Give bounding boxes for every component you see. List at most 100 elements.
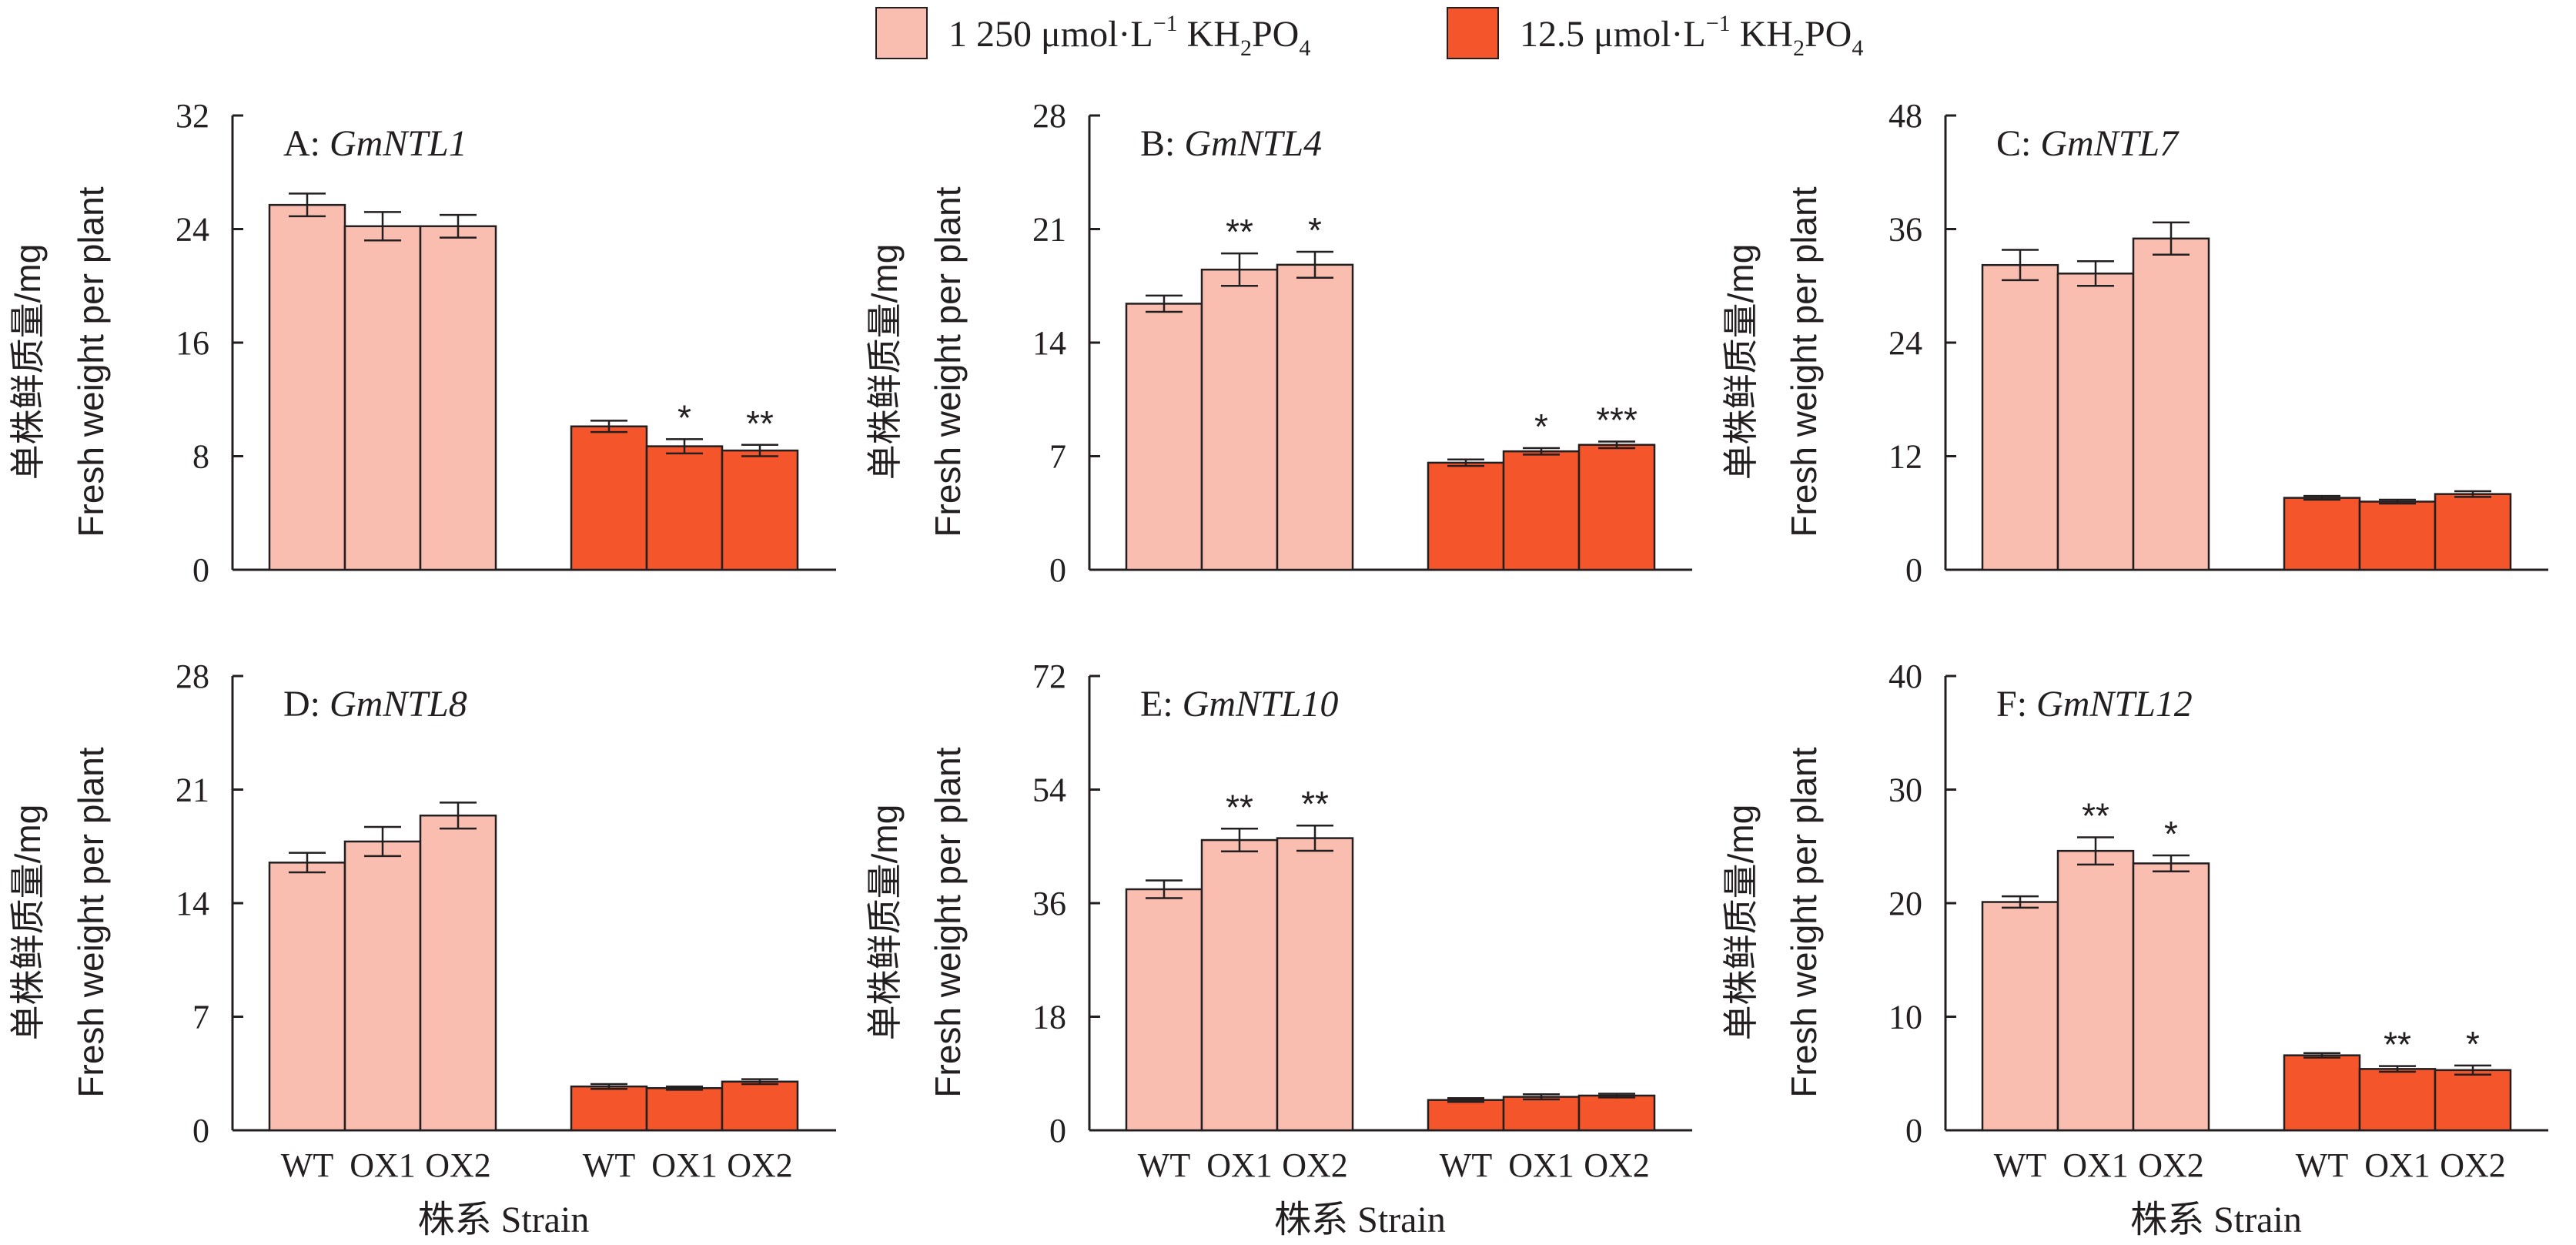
bar-ox1-high (343, 840, 422, 1132)
x-tick-label: OX1 (2364, 1146, 2430, 1184)
legend-swatch-high (875, 7, 928, 59)
x-tick-label: OX1 (350, 1146, 416, 1184)
x-axis-label: 株系 Strain (418, 1200, 590, 1240)
y-tick-label: 8 (192, 438, 209, 476)
x-tick-label: OX2 (425, 1146, 491, 1184)
x-tick-label: WT (1440, 1146, 1493, 1184)
significance-mark: ** (1301, 784, 1329, 824)
panel-e: 0 18 36 54 72 单株鲜质量/mg Fresh weight per plant E… (865, 658, 1692, 1240)
bar-ox2-high (2132, 862, 2210, 1132)
x-axis-label: 株系 Strain (2130, 1200, 2302, 1240)
significance-mark: * (1534, 407, 1548, 447)
y-tick-label: 72 (1032, 658, 1066, 695)
bar-ox1-low (645, 445, 724, 571)
y-axis-label-cn: 单株鲜质量/mg (8, 805, 48, 1041)
bar-ox2-low (1577, 1094, 1656, 1132)
significance-mark: ** (2384, 1025, 2411, 1065)
bar-ox1-low (2358, 500, 2437, 571)
bar-wt-high (268, 203, 346, 571)
y-axis-label-en: Fresh weight per plant (1784, 186, 1824, 537)
bar-wt-low (2283, 1054, 2361, 1132)
y-tick-label: 0 (1049, 551, 1066, 589)
y-tick-label: 48 (1889, 97, 1922, 135)
y-tick-label: 24 (176, 211, 209, 249)
y-tick-label: 54 (1032, 771, 1066, 809)
bar-wt-low (2283, 497, 2361, 571)
x-tick-label: WT (1994, 1146, 2047, 1184)
bar-wt-high (268, 862, 346, 1132)
y-tick-label: 0 (192, 1112, 209, 1150)
panel-label: C: GmNTL7 (1996, 123, 2180, 164)
x-tick-label: WT (2296, 1146, 2349, 1184)
legend-label-low: 12.5 μmol·L−1 KH2PO4 (1520, 11, 1863, 61)
y-tick-label: 12 (1889, 438, 1922, 476)
bar-ox1-low (2358, 1068, 2437, 1132)
y-tick-label: 36 (1889, 211, 1922, 249)
panel-b: 0 7 14 21 28 单株鲜质量/mg Fresh weight per plant B:… (865, 97, 1692, 589)
y-tick-label: 20 (1889, 885, 1922, 922)
y-tick-label: 40 (1889, 658, 1922, 695)
significance-mark: ** (1226, 787, 1253, 827)
x-tick-label: OX1 (1508, 1146, 1574, 1184)
x-tick-label: WT (583, 1146, 636, 1184)
y-tick-label: 28 (176, 658, 209, 695)
bar-ox1-low (645, 1086, 724, 1132)
bar-ox2-low (721, 449, 799, 571)
bar-wt-low (1427, 1099, 1505, 1132)
x-tick-label: OX2 (1584, 1146, 1650, 1184)
panel-label: E: GmNTL10 (1140, 684, 1338, 725)
bar-ox2-low (2434, 493, 2512, 571)
significance-mark: ** (1226, 212, 1253, 252)
y-tick-label: 30 (1889, 771, 1922, 809)
bar-wt-low (570, 425, 648, 571)
panel-label: F: GmNTL12 (1996, 684, 2193, 725)
y-tick-label: 28 (1032, 97, 1066, 135)
y-axis-label-en: Fresh weight per plant (71, 186, 111, 537)
significance-mark: ** (746, 403, 774, 443)
y-axis-label-en: Fresh weight per plant (1784, 747, 1824, 1097)
x-tick-label: OX1 (651, 1146, 718, 1184)
y-tick-label: 7 (192, 999, 209, 1036)
x-tick-label: OX2 (2440, 1146, 2506, 1184)
bar-ox2-high (2132, 237, 2210, 571)
bar-ox1-high (2056, 849, 2135, 1132)
bar-ox2-high (419, 814, 497, 1132)
bar-ox2-high (1276, 837, 1354, 1132)
panels: 0 8 16 24 32 单株鲜质量/mg Fresh weight per plant A:… (8, 97, 2548, 1240)
panel-label: D: GmNTL8 (283, 684, 467, 725)
bar-wt-high (1125, 888, 1203, 1132)
y-tick-label: 7 (1049, 438, 1066, 476)
panel-c: 0 12 24 36 48 单株鲜质量/mg Fresh weight per plant C… (1721, 97, 2548, 589)
significance-mark: * (677, 397, 691, 437)
y-axis-label-cn: 单株鲜质量/mg (8, 244, 48, 480)
y-axis-label-cn: 单株鲜质量/mg (1721, 244, 1761, 480)
y-axis-label-en: Fresh weight per plant (928, 747, 968, 1097)
legend-label-high: 1 250 μmol·L−1 KH2PO4 (948, 11, 1310, 61)
legend-item-high-phosphate: 1 250 μmol·L−1 KH2PO4 (875, 7, 1310, 61)
y-tick-label: 24 (1889, 324, 1922, 362)
y-axis-label-cn: 单株鲜质量/mg (865, 244, 905, 480)
significance-mark: *** (1596, 400, 1638, 440)
bar-wt-high (1125, 303, 1203, 571)
y-axis-label-en: Fresh weight per plant (71, 747, 111, 1097)
y-axis-label-cn: 单株鲜质量/mg (865, 805, 905, 1041)
x-tick-label: OX1 (1206, 1146, 1273, 1184)
bar-wt-high (1981, 901, 2059, 1132)
x-tick-label: OX2 (727, 1146, 793, 1184)
x-tick-label: WT (1138, 1146, 1191, 1184)
bar-wt-low (1427, 461, 1505, 571)
panel-f: 0 10 20 30 40 单株鲜质量/mg Fresh weight per plant F… (1721, 658, 2548, 1240)
y-tick-label: 21 (176, 771, 209, 809)
bar-wt-high (1981, 263, 2059, 571)
y-tick-label: 18 (1032, 999, 1066, 1036)
y-tick-label: 32 (176, 97, 209, 135)
bar-ox1-low (1502, 450, 1581, 571)
legend-item-low-phosphate: 12.5 μmol·L−1 KH2PO4 (1447, 7, 1863, 61)
y-tick-label: 0 (1905, 551, 1922, 589)
bar-ox1-high (343, 225, 422, 571)
y-axis-label-en: Fresh weight per plant (928, 186, 968, 537)
legend: 1 250 μmol·L−1 KH2PO4 12.5 μmol·L−1 KH2P… (875, 7, 1863, 61)
y-tick-label: 0 (1049, 1112, 1066, 1150)
bar-ox2-high (419, 225, 497, 571)
